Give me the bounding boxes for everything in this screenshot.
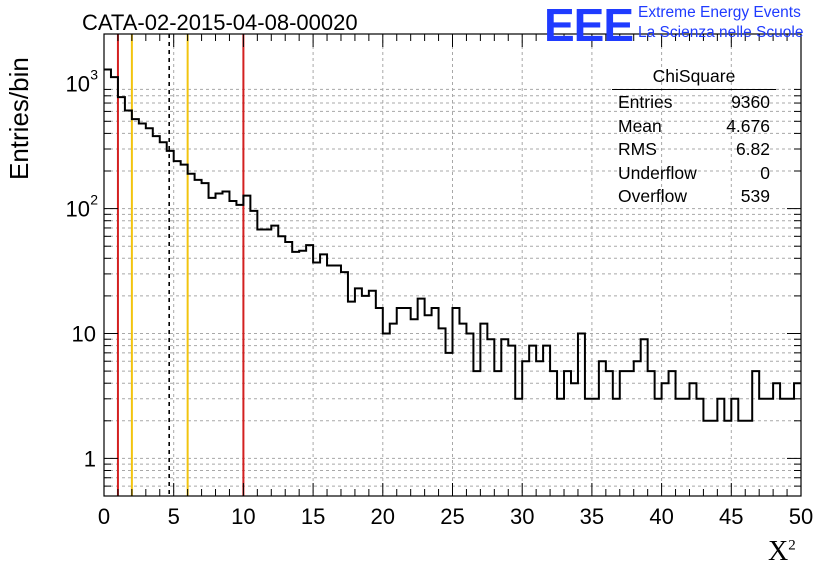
stats-label: Overflow <box>618 186 688 206</box>
x-axis-label: X2 <box>768 536 796 568</box>
x-tick-label: 35 <box>580 504 604 529</box>
x-axis-label-base: X <box>768 536 789 567</box>
stats-box: ChiSquare Entries 9360 Mean 4.676 RMS 6.… <box>612 66 776 209</box>
stats-row-overflow: Overflow 539 <box>612 185 776 209</box>
stats-value: 539 <box>740 186 770 206</box>
y-tick-label: 10 <box>72 322 96 347</box>
histogram-line <box>104 68 801 422</box>
y-tick-label-exponent: 2 <box>90 192 98 208</box>
x-tick-label: 10 <box>231 504 255 529</box>
stats-row-rms: RMS 6.82 <box>612 138 776 162</box>
x-tick-label: 50 <box>789 504 813 529</box>
stats-title: ChiSquare <box>612 66 776 90</box>
stats-label: Underflow <box>618 162 697 183</box>
stats-row-mean: Mean 4.676 <box>612 115 776 139</box>
x-tick-label: 0 <box>98 504 110 529</box>
x-tick-label: 40 <box>649 504 673 529</box>
eee-logo: EEE <box>544 0 634 51</box>
stats-value: 0 <box>760 162 770 183</box>
x-tick-label: 25 <box>440 504 464 529</box>
stats-row-entries: Entries 9360 <box>612 91 776 115</box>
x-tick-label: 30 <box>510 504 534 529</box>
logo-line-2: La Scienza nelle Scuole <box>638 24 804 41</box>
stats-label: RMS <box>618 139 657 159</box>
y-tick-label: 1 <box>84 446 96 471</box>
x-axis-label-superscript: 2 <box>788 537 796 554</box>
logo-line-1: Extreme Energy Events <box>638 4 801 21</box>
y-tick-label: 10 <box>66 72 90 97</box>
histogram-series <box>104 68 801 422</box>
y-tick-label-exponent: 3 <box>90 67 98 83</box>
vertical-marker-lines <box>116 34 245 496</box>
stats-label: Mean <box>618 115 662 136</box>
stats-row-underflow: Underflow 0 <box>612 162 776 186</box>
stats-value: 6.82 <box>735 139 770 159</box>
y-tick-label: 10 <box>66 197 90 222</box>
stats-label: Entries <box>618 92 673 112</box>
chart-title: CATA-02-2015-04-08-00020 <box>82 10 358 35</box>
x-tick-label: 45 <box>719 504 743 529</box>
eee-logo-text: Extreme Energy Events La Scienza nelle S… <box>638 3 803 43</box>
y-axis-label: Entries/bin <box>4 57 34 180</box>
x-tick-label: 20 <box>371 504 395 529</box>
x-tick-label: 15 <box>301 504 325 529</box>
stats-value: 4.676 <box>726 115 770 136</box>
stats-value: 9360 <box>731 92 770 112</box>
x-tick-label: 5 <box>168 504 180 529</box>
